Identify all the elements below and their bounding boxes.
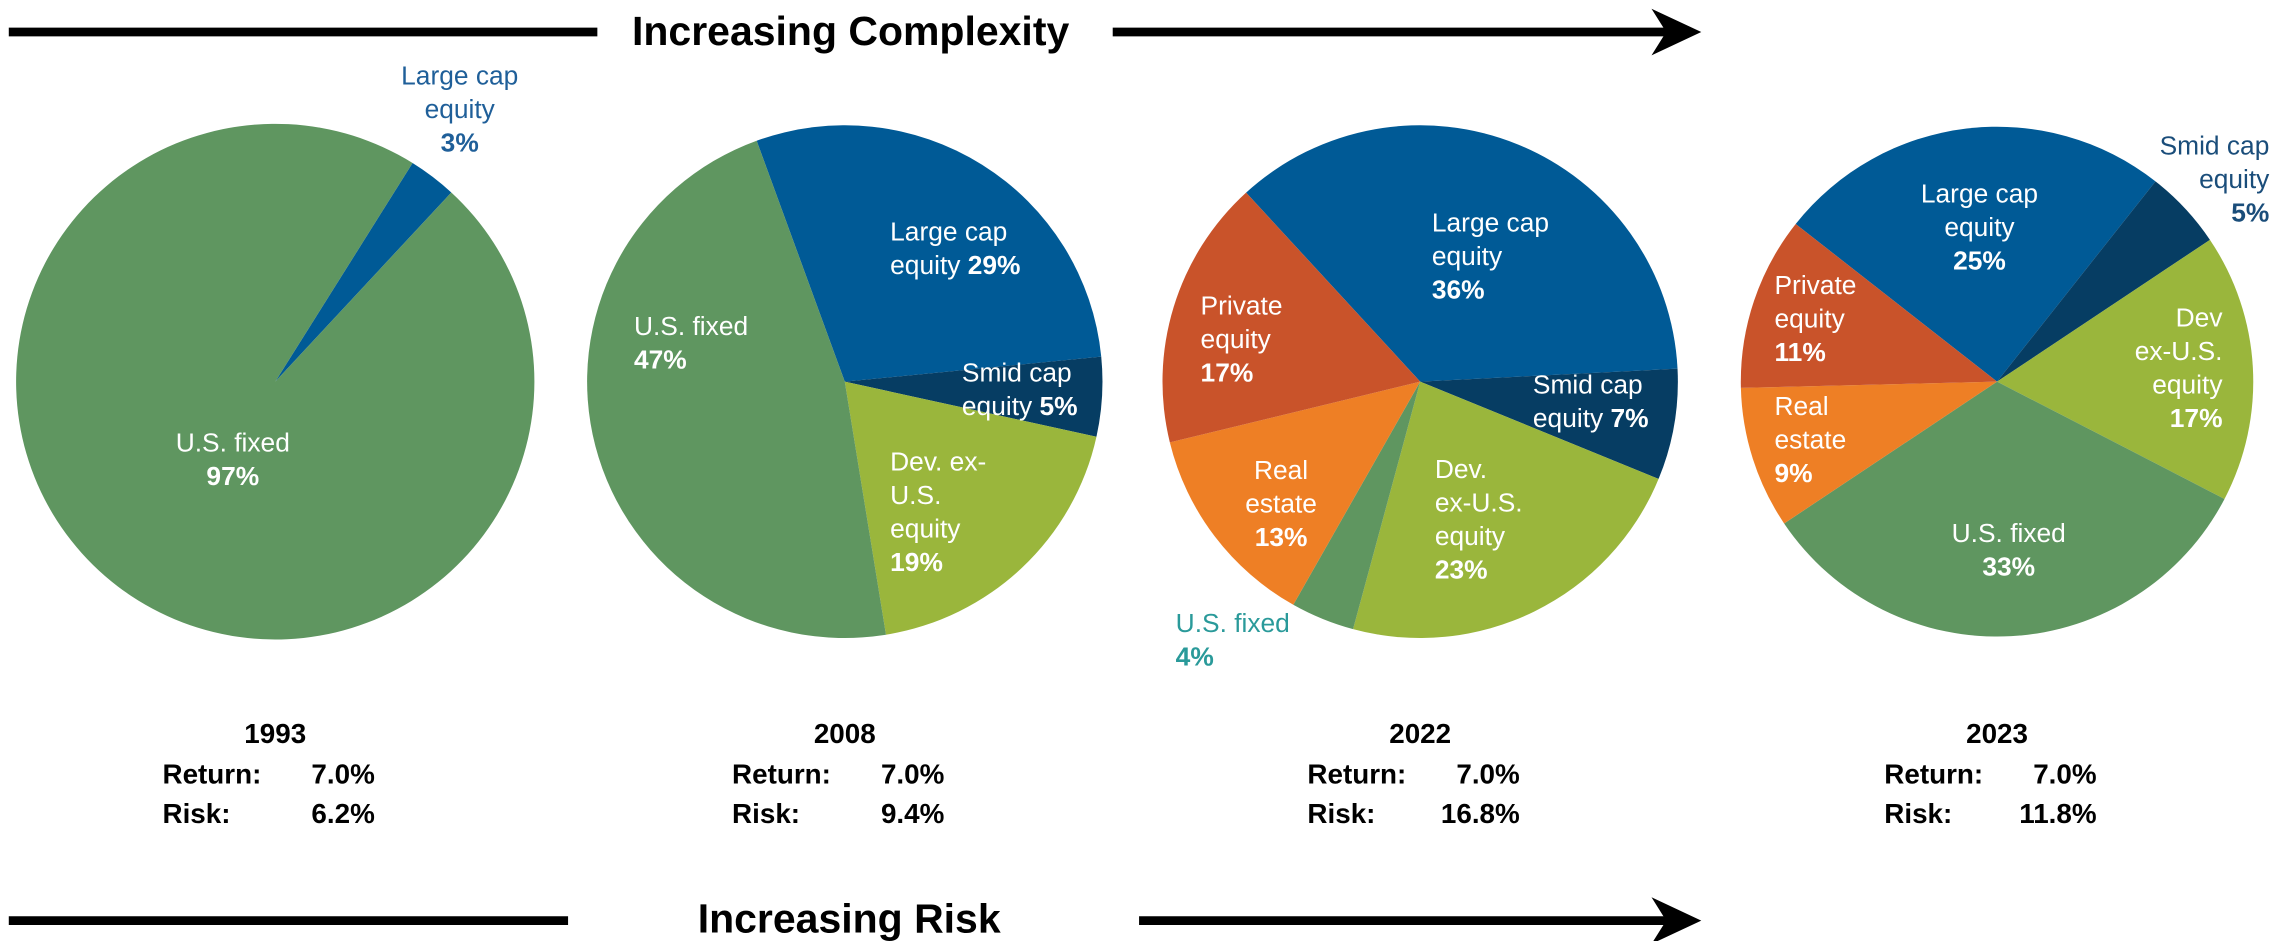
slice-label: Dev. ex-U.S. equity — [890, 447, 986, 544]
slice-value: 4% — [1176, 642, 1214, 672]
slice-label: Large cap equity — [890, 216, 1007, 279]
pie-slice — [844, 381, 1097, 635]
stat-name: Return: — [1884, 759, 1983, 790]
slice-label: Smid cap equity — [1533, 369, 1643, 432]
pie-title: 2008 — [814, 718, 876, 749]
slice-value: 5% — [1040, 391, 1078, 421]
pie-title: 2023 — [1966, 718, 2028, 749]
pie-slice — [1740, 224, 1998, 388]
pie-slice — [844, 356, 1103, 437]
header-bottom: Increasing Risk — [698, 895, 1001, 941]
stat-name: Return: — [732, 759, 831, 790]
slice-label: Smid cap equity — [2160, 130, 2271, 193]
pie-slice — [1740, 381, 1998, 524]
stat-value: 7.0% — [1456, 759, 1519, 790]
pie-slice — [1795, 126, 2156, 382]
pie-slice — [275, 162, 452, 382]
stat-value: 9.4% — [881, 798, 944, 829]
arrow-head — [1651, 8, 1702, 56]
slice-label: Real estate — [1245, 455, 1317, 518]
slice-value: 19% — [890, 547, 943, 577]
stat-value: 6.2% — [311, 798, 374, 829]
slice-value: 36% — [1432, 275, 1485, 305]
pie-slice — [1246, 125, 1678, 382]
pie-slice — [756, 125, 1102, 382]
slice-value: 9% — [1774, 458, 1812, 488]
slice-value: 17% — [2170, 403, 2223, 433]
slice-value: 17% — [1201, 358, 1254, 388]
slice-value: 13% — [1255, 522, 1308, 552]
slice-value: 25% — [1953, 246, 2006, 276]
stat-value: 7.0% — [311, 759, 374, 790]
pie-slice — [1997, 239, 2254, 499]
slice-value: 23% — [1435, 554, 1488, 584]
stat-value: 11.8% — [2019, 798, 2096, 829]
stat-name: Risk: — [1884, 798, 1952, 829]
stat-name: Risk: — [163, 798, 231, 829]
stat-value: 16.8% — [1441, 798, 1520, 829]
pie-slice — [1784, 381, 2225, 637]
pie-slice — [16, 123, 535, 640]
slice-value: 33% — [1982, 551, 2035, 581]
stat-value: 7.0% — [2033, 759, 2096, 790]
slice-value: 47% — [634, 345, 687, 375]
pie-slice — [1420, 368, 1678, 479]
pie-slice — [1997, 181, 2210, 382]
stat-name: Risk: — [732, 798, 800, 829]
slice-label: Private equity — [1201, 291, 1283, 354]
slice-value: 5% — [2231, 197, 2269, 227]
slice-value: 97% — [206, 461, 259, 491]
slice-value: 3% — [441, 128, 479, 158]
slice-label: Large cap equity — [1921, 179, 2038, 242]
slice-value: 11% — [1774, 337, 1825, 367]
pie-slice — [1162, 192, 1421, 443]
slice-label: Dev. ex-U.S. equity — [1435, 454, 1523, 551]
slice-label: Large cap equity — [401, 61, 518, 124]
stat-name: Return: — [163, 759, 262, 790]
arrow-head — [1651, 897, 1702, 941]
slice-value: 29% — [968, 250, 1021, 280]
header-top: Increasing Complexity — [632, 8, 1070, 54]
pie-title: 2022 — [1389, 718, 1451, 749]
pie-slice — [587, 140, 886, 639]
slice-label: Smid cap equity — [962, 358, 1072, 421]
pie-slice — [1293, 381, 1421, 630]
slice-label: U.S. fixed — [1176, 608, 1290, 638]
pie-slice — [1169, 381, 1421, 605]
slice-label: Dev ex-U.S. equity — [2135, 302, 2224, 399]
stat-value: 7.0% — [881, 759, 944, 790]
pie-title: 1993 — [244, 718, 306, 749]
slice-label: Large cap equity — [1432, 208, 1549, 271]
slice-label: U.S. fixed — [1952, 518, 2066, 548]
slice-label: U.S. fixed — [176, 428, 290, 458]
slice-value: 7% — [1611, 403, 1649, 433]
slice-label: Private equity — [1774, 270, 1856, 333]
pie-slice — [1353, 381, 1659, 639]
stat-name: Risk: — [1307, 798, 1375, 829]
stat-name: Return: — [1307, 759, 1406, 790]
slice-label: U.S. fixed — [634, 311, 748, 341]
slice-label: Real estate — [1774, 391, 1846, 454]
